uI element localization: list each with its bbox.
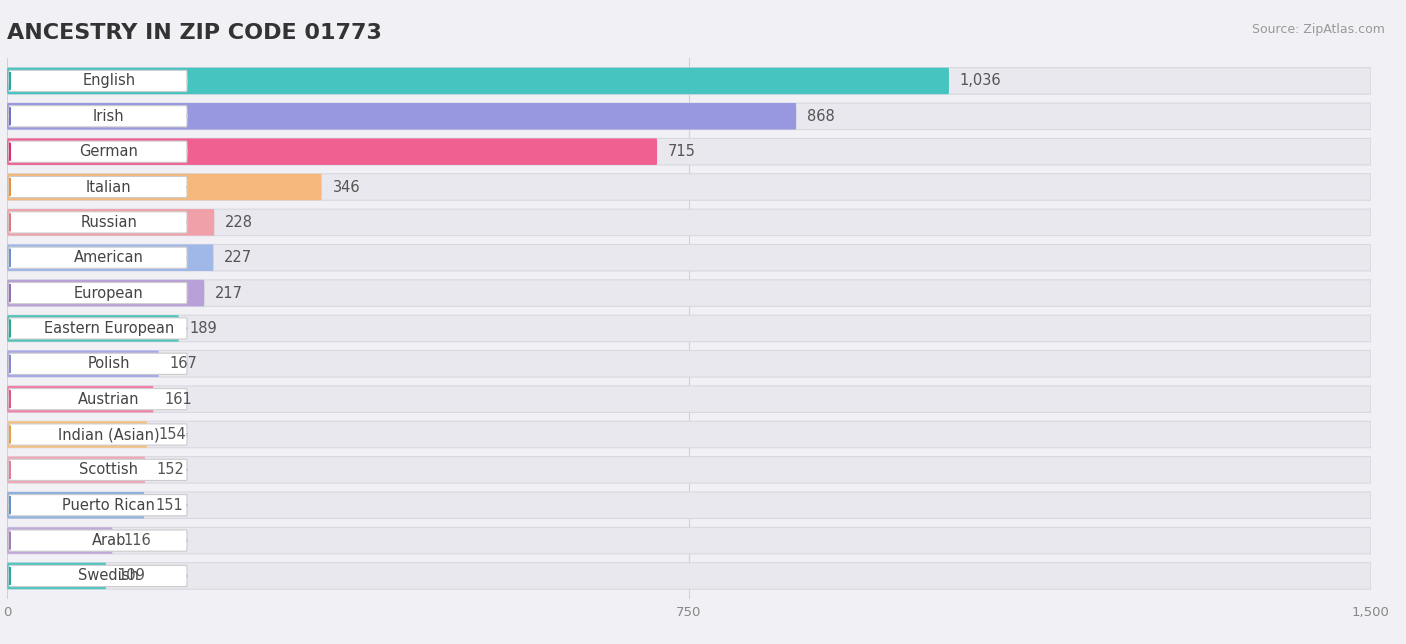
FancyBboxPatch shape [8, 495, 187, 516]
Text: 228: 228 [225, 215, 253, 230]
Text: 151: 151 [155, 498, 183, 513]
Text: English: English [83, 73, 135, 88]
FancyBboxPatch shape [7, 527, 1371, 554]
FancyBboxPatch shape [7, 457, 145, 483]
FancyBboxPatch shape [7, 315, 1371, 342]
Text: 154: 154 [157, 427, 186, 442]
Text: Puerto Rican: Puerto Rican [62, 498, 155, 513]
FancyBboxPatch shape [7, 138, 1371, 165]
Text: 189: 189 [190, 321, 218, 336]
FancyBboxPatch shape [7, 350, 159, 377]
Text: Indian (Asian): Indian (Asian) [58, 427, 160, 442]
FancyBboxPatch shape [7, 103, 796, 129]
FancyBboxPatch shape [8, 70, 187, 91]
Text: American: American [75, 251, 143, 265]
FancyBboxPatch shape [7, 68, 1371, 94]
Text: Italian: Italian [86, 180, 132, 194]
Text: 167: 167 [170, 356, 198, 372]
FancyBboxPatch shape [7, 245, 214, 271]
FancyBboxPatch shape [7, 350, 1371, 377]
Text: 715: 715 [668, 144, 696, 159]
FancyBboxPatch shape [7, 209, 1371, 236]
FancyBboxPatch shape [7, 421, 1371, 448]
Text: Source: ZipAtlas.com: Source: ZipAtlas.com [1251, 23, 1385, 35]
Text: 227: 227 [225, 251, 253, 265]
FancyBboxPatch shape [8, 106, 187, 127]
FancyBboxPatch shape [7, 386, 153, 412]
Text: 217: 217 [215, 285, 243, 301]
Text: 116: 116 [124, 533, 152, 548]
Text: Irish: Irish [93, 109, 125, 124]
Text: 109: 109 [117, 569, 145, 583]
FancyBboxPatch shape [8, 318, 187, 339]
FancyBboxPatch shape [8, 424, 187, 445]
FancyBboxPatch shape [7, 315, 179, 342]
Text: Arab: Arab [91, 533, 127, 548]
FancyBboxPatch shape [7, 280, 204, 307]
FancyBboxPatch shape [7, 174, 1371, 200]
Text: 868: 868 [807, 109, 835, 124]
FancyBboxPatch shape [8, 212, 187, 233]
FancyBboxPatch shape [7, 421, 148, 448]
FancyBboxPatch shape [7, 138, 657, 165]
FancyBboxPatch shape [8, 176, 187, 198]
FancyBboxPatch shape [8, 247, 187, 269]
Text: ANCESTRY IN ZIP CODE 01773: ANCESTRY IN ZIP CODE 01773 [7, 23, 382, 43]
Text: Swedish: Swedish [79, 569, 139, 583]
Text: Scottish: Scottish [79, 462, 138, 477]
FancyBboxPatch shape [8, 283, 187, 304]
FancyBboxPatch shape [8, 353, 187, 374]
Text: German: German [79, 144, 138, 159]
FancyBboxPatch shape [8, 530, 187, 551]
FancyBboxPatch shape [7, 492, 145, 518]
Text: Polish: Polish [87, 356, 131, 372]
FancyBboxPatch shape [7, 245, 1371, 271]
FancyBboxPatch shape [7, 68, 949, 94]
FancyBboxPatch shape [8, 459, 187, 480]
FancyBboxPatch shape [7, 527, 112, 554]
FancyBboxPatch shape [7, 386, 1371, 412]
Text: Russian: Russian [80, 215, 138, 230]
Text: Eastern European: Eastern European [44, 321, 174, 336]
FancyBboxPatch shape [7, 209, 214, 236]
Text: 161: 161 [165, 392, 193, 406]
Text: 152: 152 [156, 462, 184, 477]
FancyBboxPatch shape [7, 492, 1371, 518]
FancyBboxPatch shape [7, 563, 1371, 589]
FancyBboxPatch shape [7, 174, 322, 200]
Text: Austrian: Austrian [79, 392, 139, 406]
FancyBboxPatch shape [8, 141, 187, 162]
Text: European: European [75, 285, 143, 301]
FancyBboxPatch shape [8, 388, 187, 410]
FancyBboxPatch shape [8, 565, 187, 587]
FancyBboxPatch shape [7, 103, 1371, 129]
Text: 1,036: 1,036 [960, 73, 1001, 88]
FancyBboxPatch shape [7, 457, 1371, 483]
FancyBboxPatch shape [7, 280, 1371, 307]
FancyBboxPatch shape [7, 563, 105, 589]
Text: 346: 346 [333, 180, 360, 194]
